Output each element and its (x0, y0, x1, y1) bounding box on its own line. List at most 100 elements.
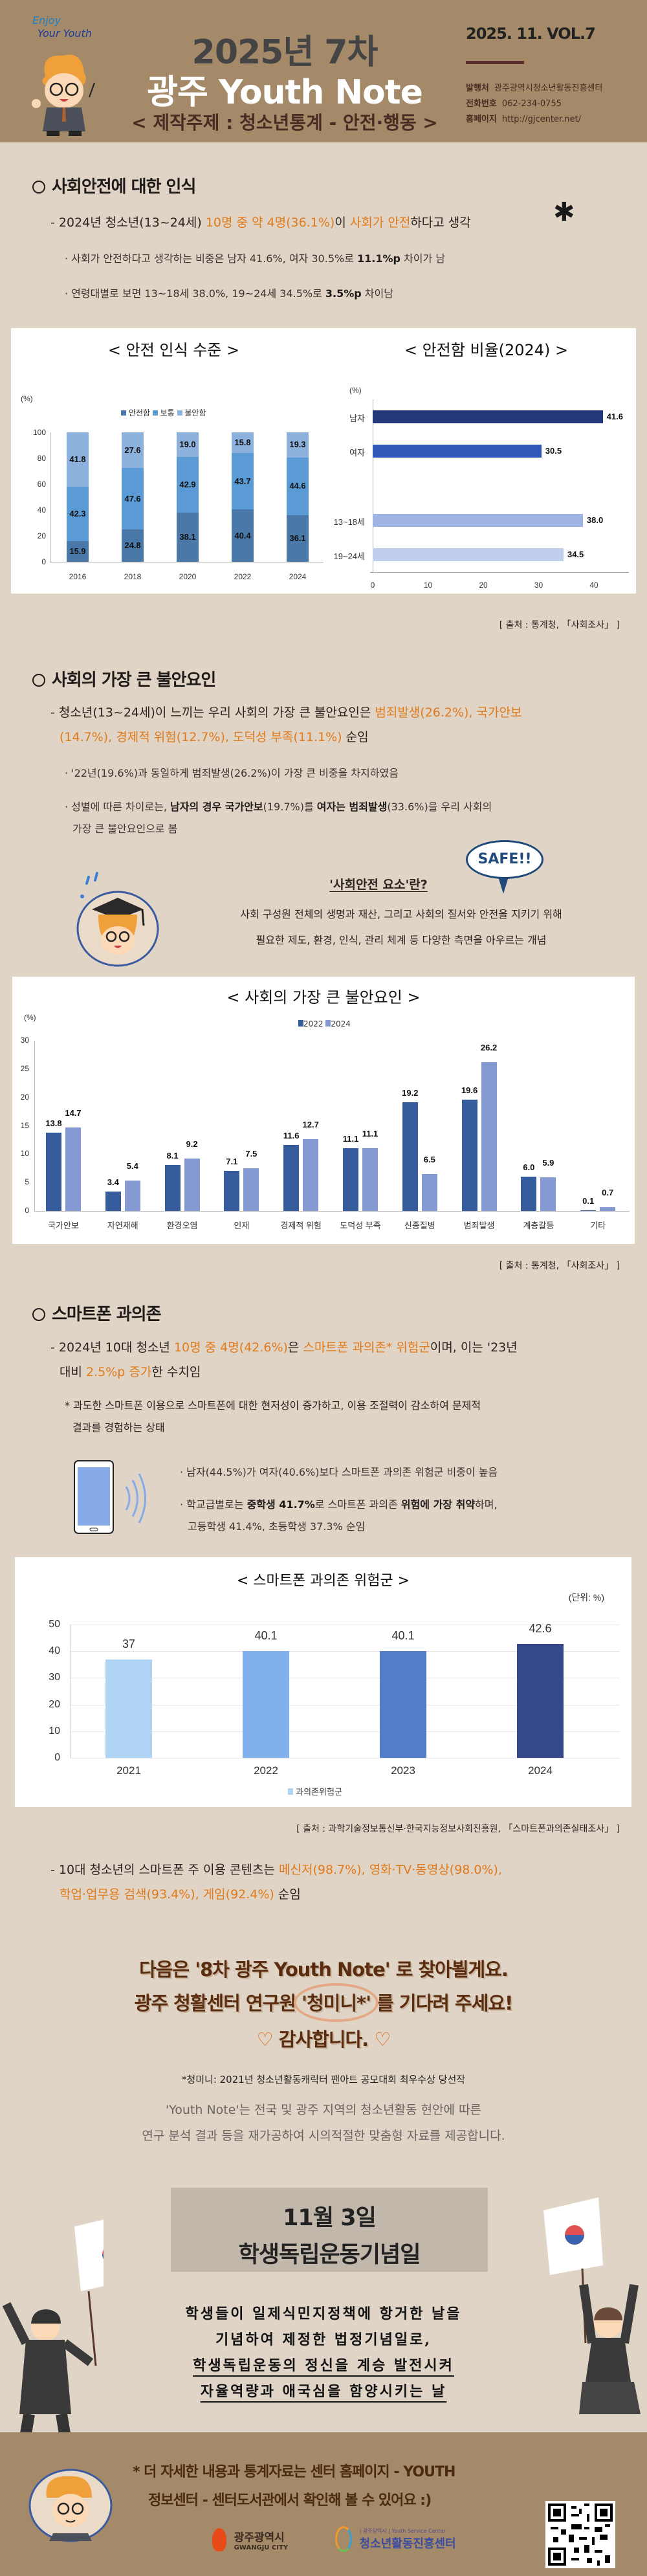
y-tick: 50 (49, 1619, 60, 1630)
value-label: 5.9 (542, 1158, 554, 1168)
text: 순임 (274, 1887, 301, 1902)
text: (33.6%)을 우리 사회의 (387, 801, 492, 813)
text: 순임 (342, 730, 369, 744)
x-tick: 계층갈등 (523, 1221, 554, 1230)
x-tick: 신종질병 (404, 1221, 435, 1230)
gender-gap-note: · 사회가 안전하다고 생각하는 비중은 남자 41.6%, 여자 30.5%로… (65, 248, 628, 270)
stack-segment (122, 468, 144, 530)
text: - 청소년(13~24세)이 느끼는 우리 사회의 가장 큰 불안요인은 (50, 705, 375, 720)
chart-safety-ratio-2024: < 안전함 비율(2024) > (%) 0 10 20 30 40 남자 41.6 여자 30… (324, 328, 636, 594)
homepage-link[interactable]: http://gjcenter.net/ (501, 115, 582, 124)
highlight: 메신저(98.7%), 영화·TV·동영상(98.0%), (279, 1863, 503, 1877)
bar (402, 1102, 418, 1211)
memorial-day-box: 11월 3일 학생독립운동기념일 (171, 2188, 488, 2272)
chart-title: < 스마트폰 과의존 위험군 > (236, 1573, 410, 1589)
value-label: 7.1 (226, 1156, 238, 1166)
x-tick: 2023 (391, 1764, 415, 1777)
stack-segment (122, 432, 144, 469)
value-label: 47.6 (124, 493, 141, 504)
value-label: 42.3 (69, 508, 86, 518)
bar (380, 1650, 426, 1758)
chart-legend: 과의존위험군 (288, 1785, 342, 1797)
y-tick: 19~24세 (333, 551, 365, 561)
chart-smartphone-risk: < 스마트폰 과의존 위험군 > (단위: %) 과의존위험군 0 10 20 30 4… (15, 1557, 631, 1807)
divider (466, 61, 524, 64)
publisher-label: 발행처 (466, 83, 489, 93)
phone-label: 전화번호 (466, 99, 497, 109)
bar (600, 1206, 616, 1211)
enjoy-youth-badge: Enjoy Your Youth (32, 14, 92, 40)
bar (580, 1210, 597, 1211)
bar (373, 514, 583, 527)
gender-dependence-note: · 남자(44.5%)가 여자(40.6%)보다 스마트폰 과의존 위험군 비중… (180, 1466, 498, 1478)
bar (303, 1138, 319, 1211)
newsletter-subtitle: < 제작주제 : 청소년통계 - 안전·행동 > (131, 112, 438, 133)
phone-line: 전화번호 062-234-0755 (466, 96, 641, 112)
about-line: 'Youth Note'는 전국 및 광주 지역의 청소년활동 현안에 따른 (165, 2103, 482, 2117)
gridline (70, 1731, 620, 1732)
bar (517, 1644, 564, 1758)
heart-icon: ♡ (374, 2028, 391, 2050)
source-note: [ 출처 : 통계청, 「사회조사」 ] (499, 1261, 620, 1271)
x-tick: 자연재해 (107, 1221, 138, 1230)
definition-line: 필요한 제도, 환경, 인식, 관리 체계 등 다양한 측면을 아우르는 개념 (256, 934, 547, 946)
y-tick: 5 (25, 1177, 29, 1187)
y-tick: 80 (37, 454, 46, 463)
bold-value: 11.1%p (357, 252, 400, 265)
logo-english: GWANGJU CITY (234, 2544, 289, 2551)
x-tick: 범죄발생 (463, 1221, 495, 1230)
stack-segment (287, 515, 309, 562)
circle-highlight (294, 1983, 379, 2022)
bar (105, 1659, 152, 1758)
stack-segment (232, 432, 254, 453)
mascot-character-icon (32, 54, 95, 136)
stack-segment (287, 432, 309, 458)
text: 이며, 이는 '23년 (430, 1340, 518, 1355)
star-doodle-icon: ✱ (553, 197, 575, 227)
bar (373, 548, 564, 561)
text: 대비 (60, 1365, 86, 1379)
qr-code[interactable] (545, 2501, 615, 2568)
text: 차이가 남 (400, 252, 446, 265)
value-label: 34.5 (567, 550, 584, 559)
bar (373, 410, 603, 423)
plot-area: 0 10 20 30 40 50 37 2021 40.1 2022 40.1 2023 42.6 202… (15, 1557, 631, 1807)
footer: * 더 자세한 내용과 통계자료는 센터 홈페이지 - YOUTH 정보센터 -… (0, 2432, 647, 2576)
value-label: 26.2 (480, 1043, 498, 1053)
text: 고등학생 41.4%, 초등학생 37.3% 순임 (188, 1520, 366, 1533)
y-tick: 40 (49, 1645, 60, 1657)
bar (164, 1164, 181, 1211)
overdependence-definition: * 과도한 스마트폰 이용으로 스마트폰에 대한 현저성이 증가하고, 이용 조… (65, 1395, 628, 1439)
text: - 2024년 10대 청소년 (50, 1340, 174, 1355)
chart-title: < 안전 인식 수준 > (107, 341, 240, 359)
value-label: 6.0 (523, 1162, 535, 1173)
description-line: 기념하여 제정한 법정기념일로, (215, 2331, 432, 2348)
x-axis (34, 1211, 630, 1212)
y-axis (70, 1625, 71, 1758)
youth-center-logo-icon (335, 2526, 352, 2552)
bar (105, 1192, 121, 1211)
text: 광주 청활센터 연구원 (134, 1992, 302, 2014)
text: (19.7%)를 (263, 801, 317, 813)
newsletter-title: 광주 Youth Note (147, 73, 423, 112)
graduate-mascot-icon (76, 872, 159, 967)
stack-segment (177, 432, 199, 457)
value-label: 38.0 (586, 515, 604, 525)
y-tick: 13~18세 (333, 517, 365, 527)
section-title-text: 스마트폰 과의존 (52, 1305, 161, 1324)
thanks-text: 감사합니다. (278, 2028, 369, 2050)
bar (46, 1133, 61, 1211)
content-usage-summary: - 10대 청소년의 스마트폰 주 이용 콘텐츠는 메신저(98.7%), 영화… (50, 1858, 633, 1907)
footer-line: * 더 자세한 내용과 통계자료는 센터 홈페이지 - YOUTH (133, 2464, 455, 2480)
y-tick: 0 (25, 1206, 29, 1215)
bar (184, 1159, 200, 1211)
thanks-line: ♡ 감사합니다. ♡ (0, 2025, 647, 2052)
y-axis-unit: (%) (349, 386, 362, 395)
bar (540, 1177, 556, 1211)
bar (343, 1148, 358, 1211)
section-title-text: 사회의 가장 큰 불안요인 (52, 671, 216, 690)
highlight: 학업·업무용 검색(93.4%), 게임(92.4%) (60, 1887, 274, 1902)
age-gap-note: · 연령대별로 보면 13~18세 38.0%, 19~24세 34.5%로 3… (65, 283, 628, 305)
y-tick: 30 (49, 1672, 60, 1683)
highlight: 스마트폰 과의존* 위험군 (303, 1340, 430, 1355)
